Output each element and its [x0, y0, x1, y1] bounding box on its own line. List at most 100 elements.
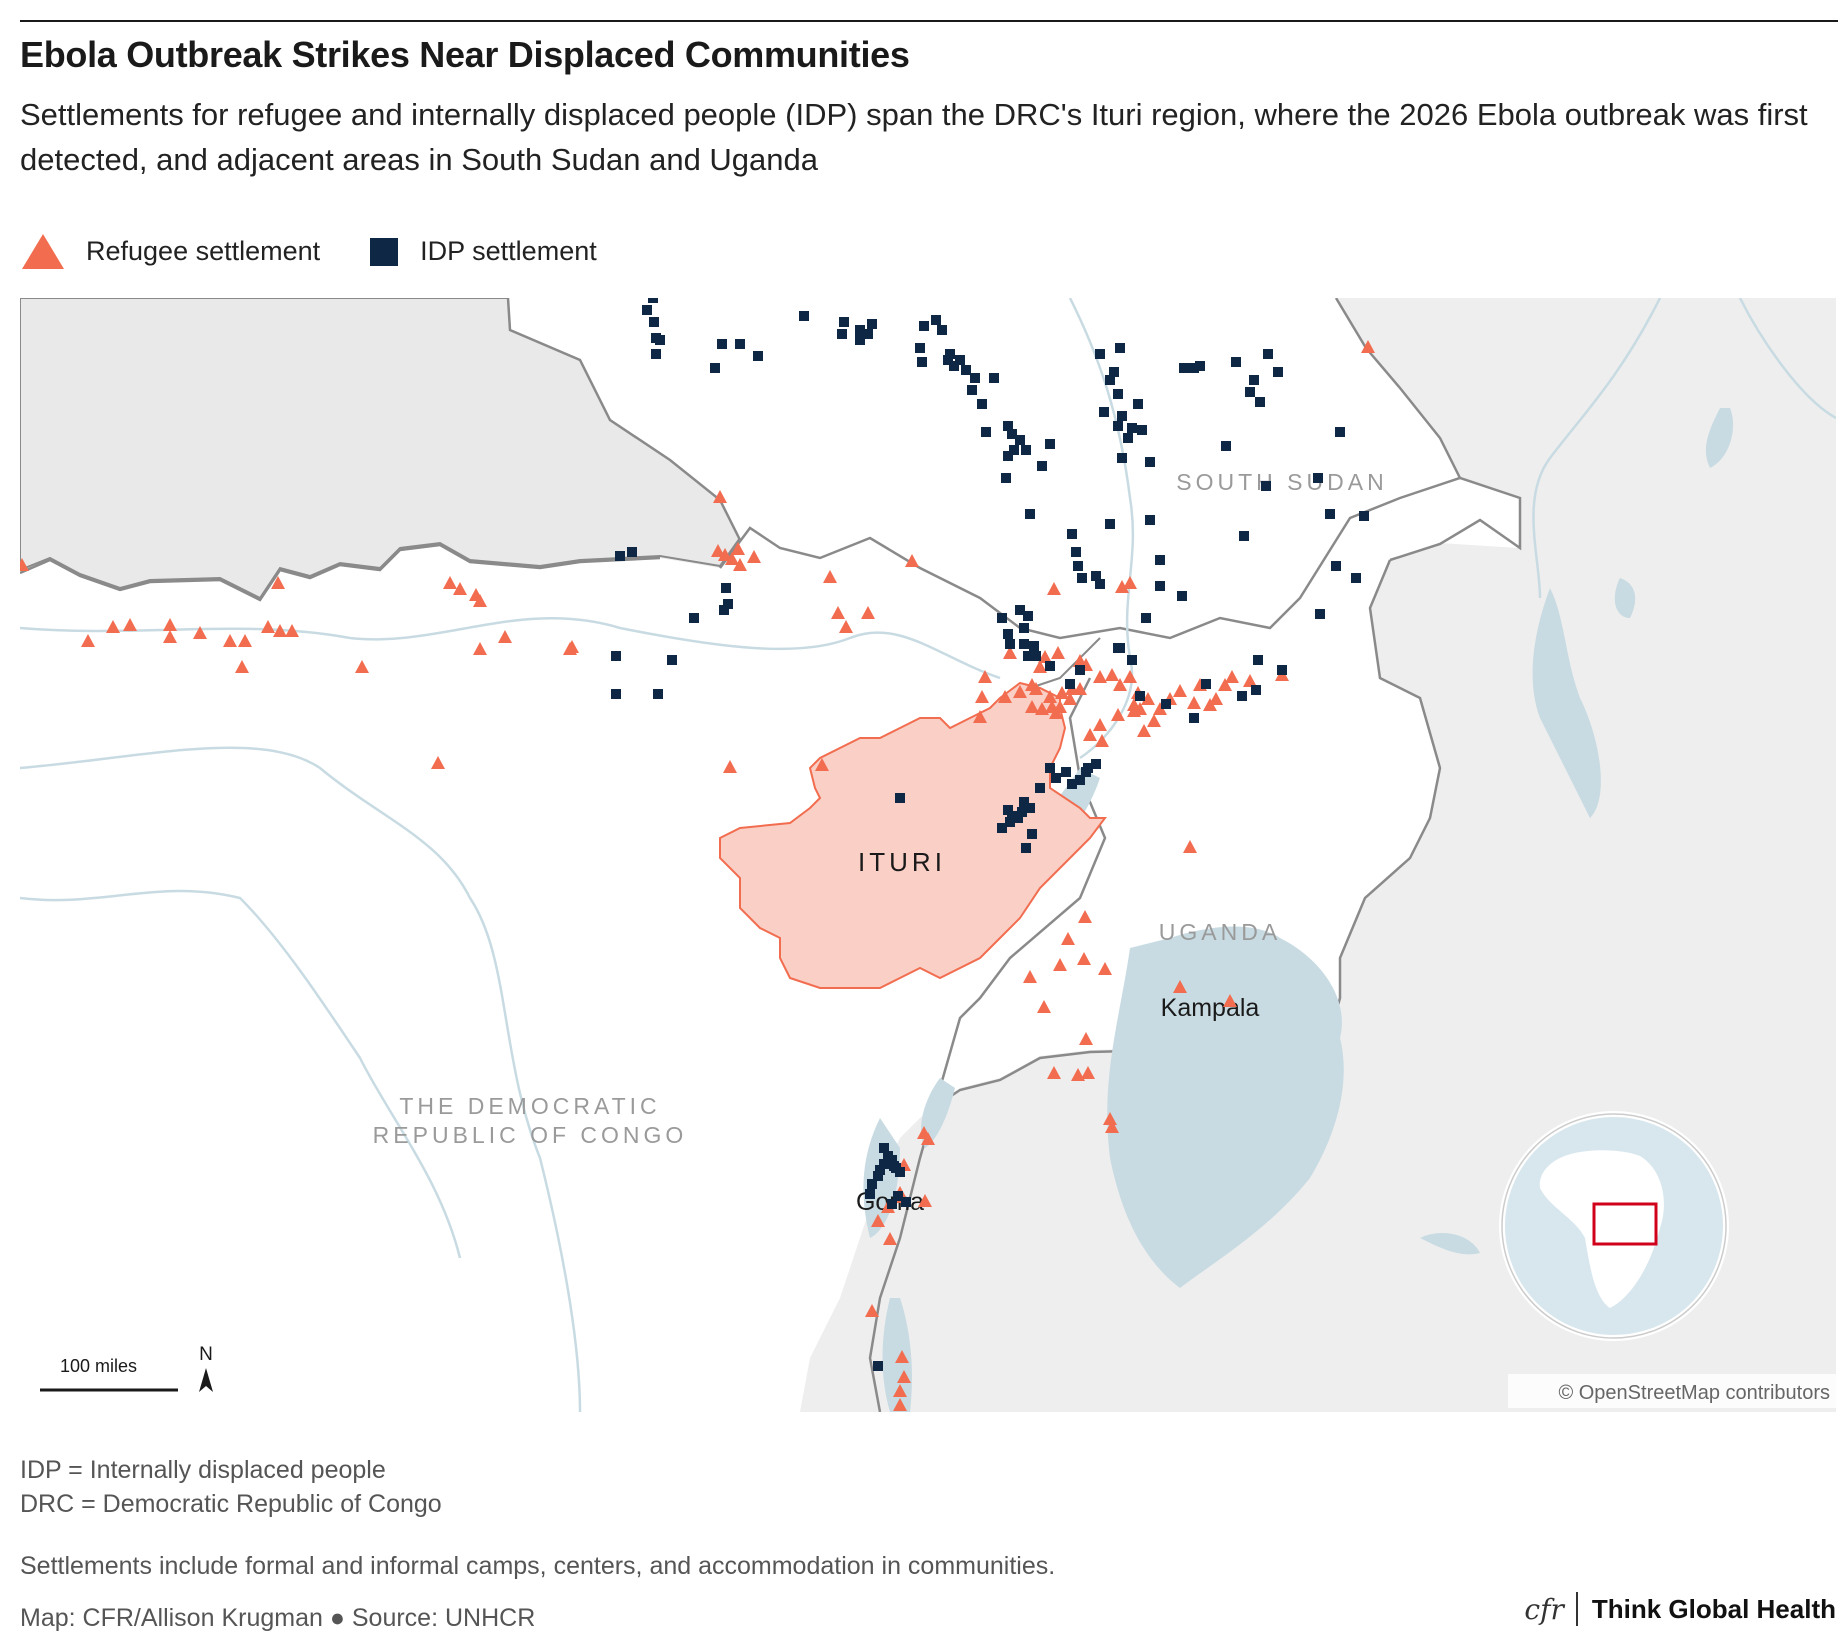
refugee-settlement-marker [1047, 1066, 1061, 1079]
refugee-settlement-marker [1183, 840, 1197, 853]
refugee-settlement-marker [861, 606, 875, 619]
refugee-settlement-marker [897, 1370, 911, 1383]
refugee-settlement-marker [453, 582, 467, 595]
refugee-settlement-marker [355, 660, 369, 673]
lake-ethiopia-2 [1614, 578, 1636, 618]
refugee-settlement-marker [1043, 690, 1057, 703]
idp-settlement-marker [1189, 713, 1199, 723]
idp-settlement-marker [1113, 643, 1123, 653]
idp-settlement-marker [1001, 473, 1011, 483]
idp-settlement-marker [627, 547, 637, 557]
idp-settlement-marker [1251, 685, 1261, 695]
idp-settlement-marker [1113, 389, 1123, 399]
brand-separator [1575, 1592, 1578, 1626]
map-title: Ebola Outbreak Strikes Near Displaced Co… [20, 34, 910, 75]
idp-settlement-marker [1003, 421, 1013, 431]
refugee-settlement-marker [261, 620, 275, 633]
idp-settlement-marker [1019, 623, 1029, 633]
idp-settlement-marker [931, 315, 941, 325]
idp-settlement-marker [1315, 609, 1325, 619]
footnote-idp: IDP = Internally displaced people [20, 1456, 386, 1484]
idp-settlement-marker [1075, 775, 1085, 785]
idp-settlement-marker [753, 351, 763, 361]
idp-settlement-marker [1019, 639, 1029, 649]
idp-settlement-marker [1145, 515, 1155, 525]
idp-settlement-marker [1237, 691, 1247, 701]
idp-settlement-marker [989, 373, 999, 383]
map-panel: SOUTH SUDAN ITURI UGANDA Kampala THE DEM… [20, 298, 1836, 1412]
idp-settlement-marker [875, 1165, 885, 1175]
idp-settlement-marker [1155, 581, 1165, 591]
label-south-sudan: SOUTH SUDAN [1176, 469, 1387, 495]
refugee-settlement-marker [223, 634, 237, 647]
refugee-settlement-marker [718, 548, 732, 561]
idp-settlement-marker [1061, 767, 1071, 777]
idp-settlement-marker [1115, 343, 1125, 353]
rivers [20, 298, 1836, 1412]
idp-settlement-marker [1245, 387, 1255, 397]
idp-settlement-marker [1031, 651, 1041, 661]
refugee-settlement-marker [1127, 704, 1141, 717]
idp-settlement-marker [642, 305, 652, 315]
refugee-settlement-marker [731, 542, 745, 555]
idp-settlement-marker [865, 1189, 875, 1199]
refugee-settlement-marker [20, 558, 29, 571]
idp-settlement-marker [1067, 529, 1077, 539]
border-tri [1029, 637, 1101, 689]
refugee-settlement-marker [883, 1232, 897, 1245]
idp-settlement-marker [1065, 679, 1075, 689]
refugee-settlement-marker [839, 620, 853, 633]
idp-settlement-marker [1195, 361, 1205, 371]
idp-settlement-marker [901, 1197, 911, 1207]
idp-settlement-marker [837, 329, 847, 339]
idp-settlement-marker [1025, 509, 1035, 519]
idp-settlement-marker [1095, 579, 1105, 589]
idp-settlement-marker [1015, 435, 1025, 445]
idp-settlement-marker [1071, 547, 1081, 557]
idp-settlement-marker [1263, 349, 1273, 359]
refugee-settlement-marker [1137, 724, 1151, 737]
refugee-settlement-marker [271, 576, 285, 589]
refugee-settlement-marker [1111, 708, 1125, 721]
refugee-settlement-marker [1103, 1112, 1117, 1125]
refugee-settlement-marker [1113, 678, 1127, 691]
idp-settlement-marker [615, 551, 625, 561]
idp-settlement-marker [1277, 665, 1287, 675]
idp-settlement-marker [863, 329, 873, 339]
idp-settlement-marker [1095, 349, 1105, 359]
refugee-settlement-marker [713, 490, 727, 503]
refugee-settlement-marker [1093, 718, 1107, 731]
idp-settlement-marker [1325, 509, 1335, 519]
refugee-settlement-marker [871, 1214, 885, 1227]
idp-settlement-marker [1109, 367, 1119, 377]
refugee-settlement-marker [1361, 340, 1375, 353]
refugee-settlement-marker [1063, 692, 1077, 705]
label-drc-line1: THE DEMOCRATIC [399, 1093, 660, 1119]
refugee-settlement-marker [1173, 684, 1187, 697]
idp-settlement-marker [799, 311, 809, 321]
brand-logo: cfr Think Global Health [1524, 1592, 1836, 1626]
idp-settlement-marker [1015, 605, 1025, 615]
refugee-settlement-marker [973, 710, 987, 723]
refugee-settlement-marker [235, 660, 249, 673]
footnote-drc: DRC = Democratic Republic of Congo [20, 1490, 442, 1518]
refugee-settlement-marker [723, 760, 737, 773]
refugee-settlement-marker [733, 558, 747, 571]
idp-settlement-marker [1023, 651, 1033, 661]
refugee-settlement-marker [893, 1398, 907, 1411]
idp-settlement-marker [1007, 429, 1017, 439]
idp-settlement-marker [1023, 611, 1033, 621]
ituri-region [719, 681, 1107, 989]
idp-settlement-marker [1123, 433, 1133, 443]
refugee-settlement-marker [918, 1194, 932, 1207]
idp-settlement-marker [997, 823, 1007, 833]
idp-settlement-marker [655, 335, 665, 345]
idp-settlement-marker [667, 655, 677, 665]
idp-square-icon [370, 238, 399, 266]
idp-settlement-marker [1029, 641, 1039, 651]
refugee-settlement-marker [1123, 670, 1137, 683]
refugee-settlement-marker [1225, 670, 1239, 683]
refugee-settlement-marker [978, 670, 992, 683]
idp-settlement-marker [895, 793, 905, 803]
idp-settlement-marker [719, 605, 729, 615]
